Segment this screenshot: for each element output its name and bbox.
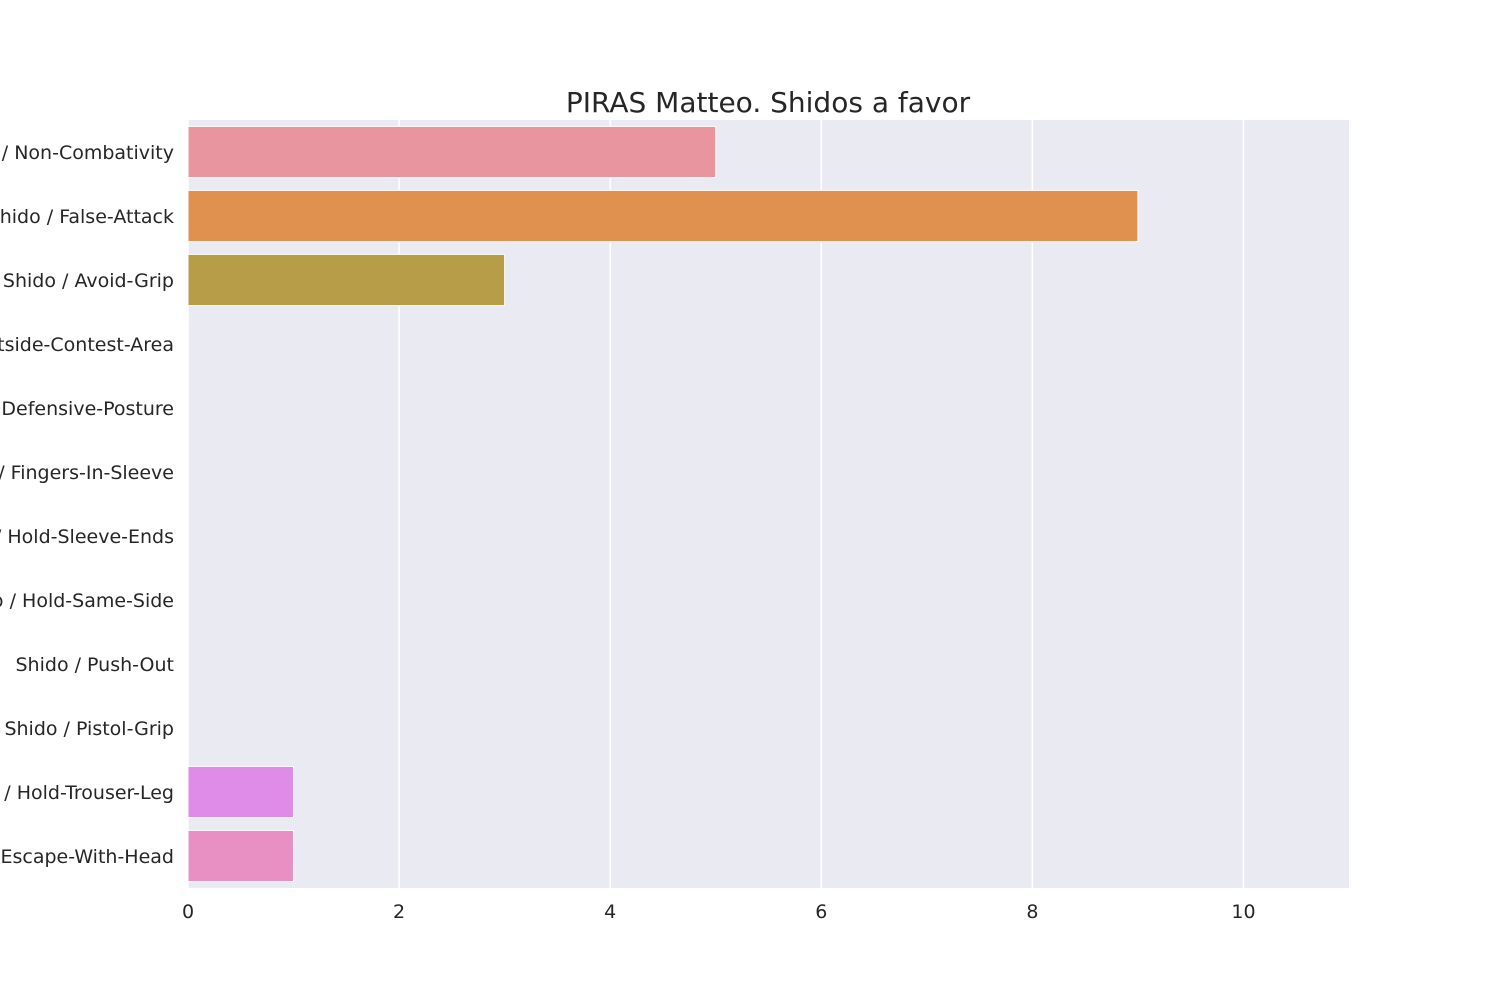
bar: [187, 829, 295, 883]
x-tick-label: 4: [604, 901, 616, 923]
chart-title: PIRAS Matteo. Shidos a favor: [566, 86, 971, 119]
category-label: Shido / Fingers-In-Sleeve: [0, 462, 174, 484]
category-label: Shido / Avoid-Grip: [3, 270, 174, 292]
category-label: Shido / Hold-Same-Side: [0, 590, 174, 612]
category-label: Shido / False-Attack: [0, 206, 174, 228]
bar: [187, 765, 295, 819]
x-tick-label: 0: [182, 901, 194, 923]
category-label: Shido / Push-Out: [16, 654, 175, 676]
x-tick-label: 8: [1026, 901, 1038, 923]
category-labels: Shido / Non-Combativity Shido / False-Att…: [0, 142, 174, 868]
plot-area: [188, 120, 1349, 888]
bar: [187, 189, 1139, 243]
category-label: Shido / Non-Combativity: [0, 142, 174, 164]
bars: [187, 125, 1139, 883]
x-tick-label: 2: [393, 901, 405, 923]
x-tick-label: 6: [815, 901, 827, 923]
x-tick-label: 10: [1231, 901, 1255, 923]
category-label: Shido / Defensive-Posture: [0, 398, 174, 420]
bar: [187, 253, 506, 307]
category-label: Shido / Hold-Trouser-Leg: [0, 782, 174, 804]
category-label: Shido / Outside-Contest-Area: [0, 334, 174, 356]
category-label: Shido / Pistol-Grip: [4, 718, 174, 740]
gridlines: [187, 120, 1245, 888]
category-label: Shido / Hold-Sleeve-Ends: [0, 526, 174, 548]
category-label: Shido / Escape-With-Head: [0, 846, 174, 868]
x-tick-labels: 0 2 4 6 8 10: [182, 901, 1256, 923]
bar: [187, 125, 717, 179]
